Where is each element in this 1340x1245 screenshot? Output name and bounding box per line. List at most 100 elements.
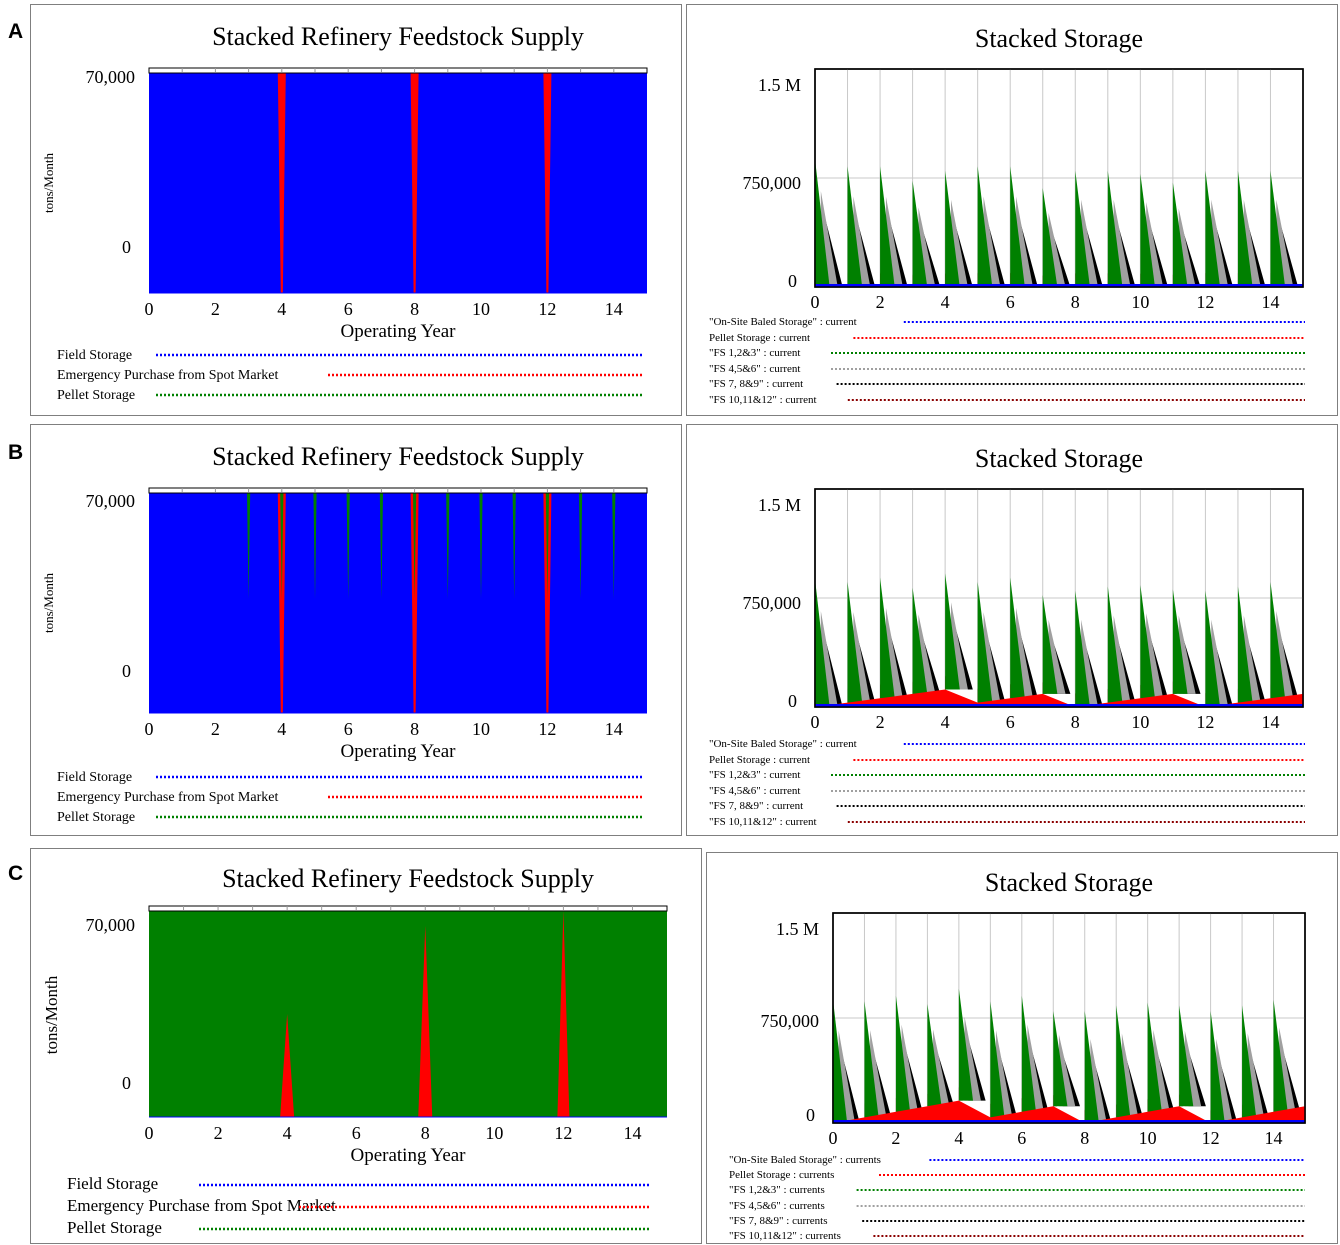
x-tick-label: 0 [829, 1128, 838, 1148]
legend-label: Pellet Storage : current [709, 332, 810, 344]
x-tick-label: 14 [605, 719, 623, 739]
spike-emergency-purchase-from-spot-market [410, 493, 419, 713]
x-tick-label: 2 [876, 292, 885, 312]
x-tick-label: 14 [1261, 712, 1279, 732]
supply-chart-a-panel: Stacked Refinery Feedstock Supply 70,000 0… [30, 4, 682, 416]
spike-pellet-storage [247, 493, 251, 600]
x-tick-label: 2 [214, 1123, 223, 1143]
legend-label: "FS 4,5&6" : current [709, 785, 800, 797]
spike-emergency-purchase-from-spot-market [277, 73, 286, 293]
y-tick-label: 750,000 [743, 593, 802, 613]
x-tick-label: 8 [421, 1123, 430, 1143]
panel-label-b: B [8, 441, 24, 464]
supply-chart-b-panel: Stacked Refinery Feedstock Supply 70,000 0… [30, 424, 682, 836]
legend-label: "On-Site Baled Storage" : current [709, 316, 857, 328]
x-tick-label: 14 [605, 299, 623, 319]
x-tick-label: 2 [211, 719, 220, 739]
plot-border [832, 912, 1306, 1124]
legend-label: "FS 10,11&12" : currents [729, 1230, 841, 1242]
area-fs-1-2-3 [1273, 999, 1288, 1112]
x-tick-label: 10 [472, 299, 490, 319]
legend-label: Field Storage [57, 348, 132, 363]
spike-pellet-storage [280, 493, 284, 600]
spike-pellet-storage [479, 493, 483, 600]
x-tick-label: 6 [344, 299, 353, 319]
area-fs-1-2-3 [927, 1004, 942, 1107]
area-fs-1-2-3 [1270, 582, 1286, 699]
chart-title: Stacked Refinery Feedstock Supply [212, 22, 584, 51]
y-axis-label: tons/Month [42, 975, 61, 1054]
spike-pellet-storage [346, 493, 350, 600]
y-tick-label: 0 [122, 661, 131, 681]
area-field-storage [149, 73, 647, 293]
area-fs-1-2-3 [945, 170, 960, 287]
area-on-site-baled-storage [815, 704, 1303, 707]
x-tick-label: 14 [1261, 292, 1279, 312]
spike-emergency-purchase-from-spot-market [410, 73, 419, 293]
area-fs-1-2-3 [833, 999, 848, 1123]
x-tick-label: 12 [554, 1123, 572, 1143]
legend-label: "FS 7, 8&9" : current [709, 800, 803, 812]
area-fs-1-2-3 [1205, 170, 1221, 287]
x-tick-label: 0 [145, 299, 154, 319]
storage-chart-a: Stacked Storage 1.5 M 750,000 00 2 4 6 8 10 12 14 "… [709, 24, 1305, 406]
x-tick-label: 2 [891, 1128, 900, 1148]
x-tick-label: 10 [1131, 292, 1149, 312]
x-tick-label: 6 [1006, 712, 1015, 732]
plot-top-band [148, 67, 648, 74]
y-tick-label: 0 [788, 271, 797, 291]
area-fs-1-2-3 [1140, 173, 1155, 287]
legend-label: Pellet Storage [57, 388, 135, 403]
y-tick-label: 70,000 [86, 67, 136, 87]
x-tick-label: 4 [277, 719, 286, 739]
spike-emergency-purchase-from-spot-market [543, 493, 552, 713]
y-tick-label: 1.5 M [758, 495, 801, 515]
spike-pellet-storage [446, 493, 450, 600]
legend-label: "FS 7, 8&9" : current [709, 378, 803, 390]
y-axis-label: tons/Month [41, 573, 56, 633]
storage-chart-c: Stacked Storage 1.5 M 750,000 00 2 4 6 8 10 12 14 "… [729, 868, 1306, 1242]
area-pellet-storage [815, 689, 1303, 707]
x-tick-label: 0 [811, 712, 820, 732]
x-tick-label: 0 [145, 719, 154, 739]
x-tick-label: 12 [538, 719, 556, 739]
legend-label: Field Storage [57, 770, 132, 785]
x-tick-label: 8 [1071, 292, 1080, 312]
spike-pellet-storage [612, 493, 616, 600]
x-tick-label: 0 [811, 292, 820, 312]
legend-label: Emergency Purchase from Spot Market [57, 368, 278, 383]
x-axis-label: Operating Year [340, 321, 456, 342]
spike-emergency-purchase-from-spot-market [277, 493, 286, 713]
x-tick-label: 4 [941, 292, 950, 312]
area-fs-1-2-3 [1075, 170, 1090, 287]
chart-title: Stacked Refinery Feedstock Supply [222, 864, 594, 893]
chart-title: Stacked Storage [975, 444, 1143, 473]
x-tick-label: 6 [352, 1123, 361, 1143]
x-tick-label: 8 [1080, 1128, 1089, 1148]
plot-border [814, 488, 1304, 708]
x-tick-label: 6 [1017, 1128, 1026, 1148]
chart-title: Stacked Storage [985, 868, 1153, 897]
area-fs-1-2-3 [815, 159, 830, 287]
area-field-storage [149, 493, 647, 713]
spike-pellet-storage [379, 493, 383, 600]
x-tick-label: 8 [410, 719, 419, 739]
x-tick-label: 10 [472, 719, 490, 739]
x-tick-label: 6 [344, 719, 353, 739]
x-tick-label: 8 [410, 299, 419, 319]
supply-chart-b: Stacked Refinery Feedstock Supply 70,000 0… [41, 442, 648, 825]
x-tick-label: 10 [1139, 1128, 1157, 1148]
spike-pellet-storage [313, 493, 317, 600]
chart-title: Stacked Refinery Feedstock Supply [212, 442, 584, 471]
legend-label: Pellet Storage : current [709, 754, 810, 766]
y-tick-label: 1.5 M [776, 919, 819, 939]
y-tick-label: 0 [122, 1073, 131, 1093]
legend-label: "FS 4,5&6" : currents [729, 1200, 825, 1212]
area-on-site-baled-storage [815, 284, 1303, 287]
area-fs-1-2-3 [1140, 584, 1155, 699]
area-fs-1-2-3 [958, 988, 974, 1101]
x-tick-label: 4 [283, 1123, 292, 1143]
x-axis-label: Operating Year [340, 741, 456, 762]
legend-label: Emergency Purchase from Spot Market [67, 1196, 336, 1215]
area-pellet-storage [149, 911, 667, 1117]
